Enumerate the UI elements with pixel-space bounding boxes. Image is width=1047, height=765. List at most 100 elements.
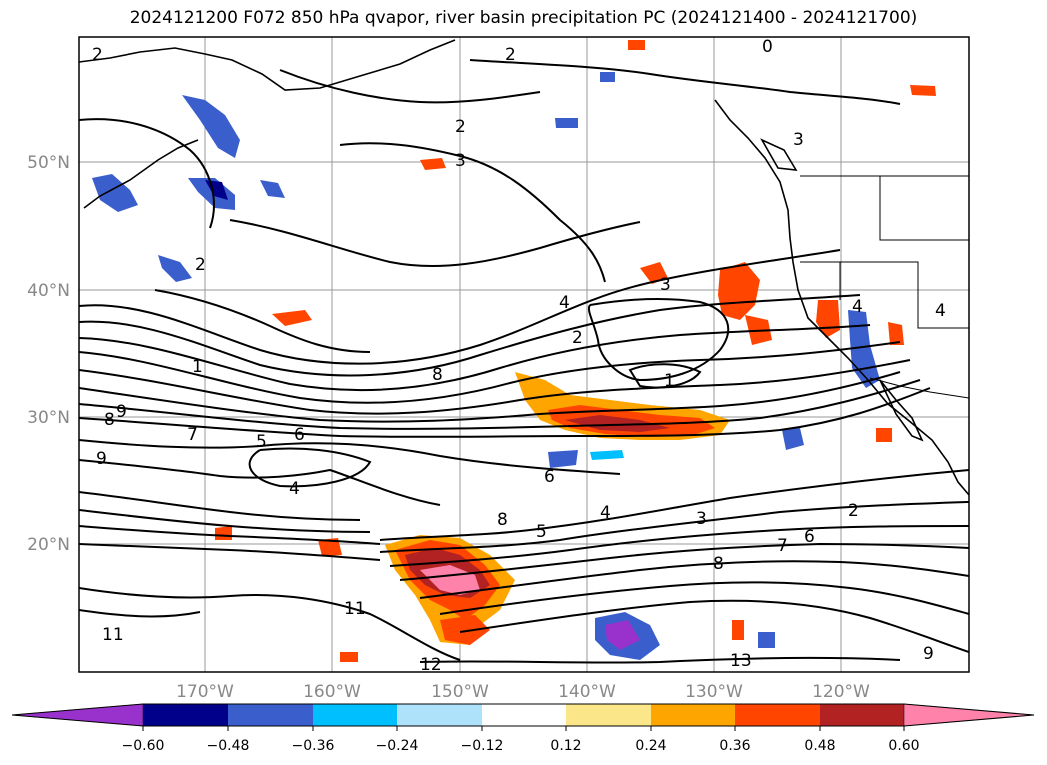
contour-label: 2 <box>195 255 206 275</box>
contour-label: 5 <box>256 432 267 452</box>
lon-label: 170°W <box>176 682 234 702</box>
precip-patch <box>816 300 840 338</box>
precip-patch <box>182 95 240 158</box>
colorbar-segment <box>143 704 228 726</box>
lon-label: 130°W <box>685 682 743 702</box>
contour-label: 2 <box>848 501 859 521</box>
contour-label: 3 <box>455 151 466 171</box>
lon-label: 120°W <box>812 682 870 702</box>
border-states-1 <box>879 176 969 241</box>
contour-label: 11 <box>102 625 124 645</box>
precip-patch <box>215 526 232 540</box>
latitude-labels: 50°N 40°N 30°N 20°N <box>27 153 70 555</box>
contour-label: 6 <box>544 467 555 487</box>
contour-label: 9 <box>923 644 934 664</box>
precip-patch <box>628 40 645 50</box>
contour-label: 3 <box>660 275 671 295</box>
map-title: 2024121200 F072 850 hPa qvapor, river ba… <box>129 8 918 28</box>
precip-patch <box>420 565 480 595</box>
contour-line <box>399 542 969 581</box>
precip-patch <box>590 450 624 460</box>
contour-line <box>279 69 541 104</box>
political-borders <box>800 175 969 399</box>
precip-patch <box>260 180 285 198</box>
precip-patch <box>910 85 936 96</box>
colorbar-segment <box>566 704 651 726</box>
contour-line <box>79 324 871 392</box>
coastlines <box>79 39 969 496</box>
contour-label: 11 <box>344 599 366 619</box>
colorbar: −0.60 −0.48 −0.36 −0.24 −0.12 0.12 0.24 … <box>11 703 1035 754</box>
precip-patch <box>640 262 668 284</box>
colorbar-extend-max <box>903 703 1035 727</box>
lat-label: 50°N <box>27 153 70 173</box>
contour-label: 5 <box>536 522 547 542</box>
contour-line <box>628 363 702 389</box>
contour-line <box>79 509 371 533</box>
contour-line <box>79 587 461 661</box>
contour-label: 12 <box>420 655 442 675</box>
contour-line <box>79 379 921 430</box>
precip-patch <box>555 118 578 128</box>
contour-line <box>379 469 969 541</box>
contour-label: 6 <box>294 425 305 445</box>
contour-line <box>379 501 969 553</box>
contour-label: 8 <box>713 554 724 574</box>
border-us-mexico <box>869 377 969 399</box>
contour-label: 4 <box>600 503 611 523</box>
colorbar-tick-label: 0.24 <box>635 738 666 754</box>
coastline-vancouver <box>760 138 798 171</box>
contour-label: 2 <box>572 328 583 348</box>
colorbar-tick-label: 0.60 <box>888 738 919 754</box>
contour-line <box>79 359 911 415</box>
contour-line <box>79 294 861 377</box>
contour-label: 4 <box>559 293 570 313</box>
precip-patch <box>605 620 640 650</box>
colorbar-tick-label: −0.36 <box>292 738 335 754</box>
contour-line <box>79 459 441 506</box>
contour-line <box>588 297 730 382</box>
contour-line <box>79 371 901 423</box>
colorbar-segment <box>820 704 904 726</box>
contour-line <box>79 491 361 521</box>
contour-label: 3 <box>696 509 707 529</box>
lat-label: 30°N <box>27 408 70 428</box>
colorbar-segment <box>313 704 397 726</box>
contour-label: 6 <box>804 527 815 547</box>
colorbar-tick-label: −0.24 <box>376 738 419 754</box>
border-states-2 <box>800 261 969 329</box>
lon-label: 160°W <box>303 682 361 702</box>
precip-patch <box>782 428 804 450</box>
contour-label: 2 <box>505 45 516 65</box>
precip-patch <box>318 538 342 556</box>
contour-line <box>79 543 381 561</box>
coastline-alaska <box>79 39 456 91</box>
qvapor-contours <box>79 59 969 664</box>
colorbar-segment <box>397 704 482 726</box>
contour-line <box>79 525 381 545</box>
contour-line <box>154 289 371 353</box>
contour-line <box>79 118 215 229</box>
contour-label: 0 <box>762 37 773 57</box>
colorbar-ticks <box>142 726 905 731</box>
map-frame <box>78 36 970 673</box>
contour-label: 1 <box>192 357 203 377</box>
colorbar-tick-label: 0.48 <box>804 738 835 754</box>
contour-label: 9 <box>96 449 107 469</box>
contour-line <box>469 59 901 105</box>
contour-label: 3 <box>793 130 804 150</box>
precip-patch <box>732 620 744 640</box>
colorbar-segment <box>228 704 313 726</box>
coastline-aleutians <box>83 139 199 209</box>
contour-labels: 2 0 2 2 3 3 2 1 8 9 7 5 6 9 8 4 4 2 1 6 … <box>92 37 946 675</box>
precip-patch <box>340 652 358 662</box>
contour-label: 7 <box>777 536 788 556</box>
precip-patch <box>888 322 904 345</box>
colorbar-segment <box>651 704 735 726</box>
precip-patch <box>758 632 775 648</box>
map-plot-area: 2 0 2 2 3 3 2 1 8 9 7 5 6 9 8 4 4 2 1 6 … <box>79 37 969 675</box>
contour-label: 2 <box>455 117 466 137</box>
precip-patch <box>272 310 312 326</box>
colorbar-tick-label: −0.48 <box>207 738 250 754</box>
